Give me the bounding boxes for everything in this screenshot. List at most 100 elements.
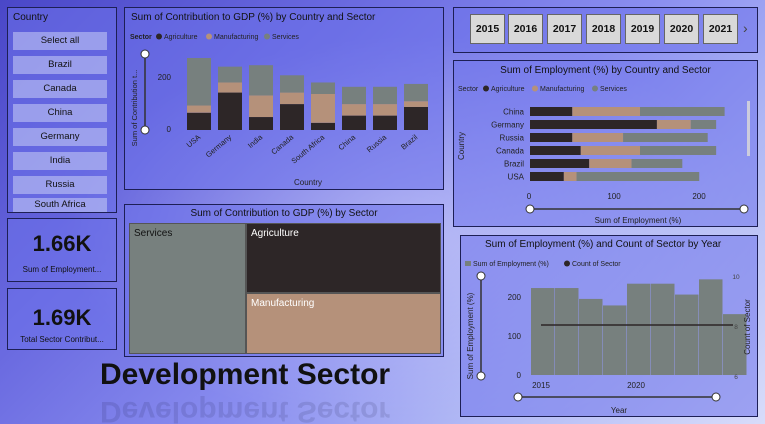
slicer-item-china[interactable]: China xyxy=(13,104,107,122)
emp-scrollbar[interactable] xyxy=(747,101,750,156)
treemap-label-services: Services xyxy=(134,228,173,239)
gdp-bar-india-manufacturing[interactable] xyxy=(249,95,273,118)
year-bar-2021[interactable] xyxy=(675,294,699,375)
gdp-y-slider-top-handle[interactable] xyxy=(140,49,150,59)
year-button-2019[interactable]: 2019 xyxy=(625,14,660,44)
country-slicer: Country Select all Brazil Canada China G… xyxy=(7,7,117,213)
year-x-slider-right-handle[interactable] xyxy=(711,392,721,402)
emp-bar-brazil-manufacturing[interactable] xyxy=(589,159,632,168)
year-y-slider-top-handle[interactable] xyxy=(476,271,486,281)
emp-bar-germany-agriculture[interactable] xyxy=(530,120,657,129)
year-bar-2018[interactable] xyxy=(603,305,627,375)
employment-by-year-title: Sum of Employment (%) and Count of Secto… xyxy=(485,239,722,250)
emp-bar-canada-manufacturing[interactable] xyxy=(580,146,640,155)
year-bar-2015[interactable] xyxy=(531,288,555,375)
kpi-sector-contribution-value: 1.69K xyxy=(32,305,92,330)
gdp-bar-south-africa-manufacturing[interactable] xyxy=(311,94,335,123)
year-button-2015[interactable]: 2015 xyxy=(470,14,505,44)
gdp-bar-russia-agriculture[interactable] xyxy=(373,115,397,130)
slicer-item-south-africa[interactable]: South Africa xyxy=(13,198,107,212)
year-button-2021[interactable]: 2021 xyxy=(703,14,738,44)
gdp-bar-brazil-services[interactable] xyxy=(404,83,428,102)
gdp-bar-germany-services[interactable] xyxy=(218,66,242,83)
gdp-bar-germany-manufacturing[interactable] xyxy=(218,82,242,93)
emp-bar-canada-agriculture[interactable] xyxy=(530,146,581,155)
emp-bar-russia-services[interactable] xyxy=(623,133,708,142)
year-xlabel: Year xyxy=(611,406,628,415)
gdp-bar-brazil-manufacturing[interactable] xyxy=(404,101,428,107)
gdp-bar-india-agriculture[interactable] xyxy=(249,117,273,130)
emp-bar-brazil-services[interactable] xyxy=(631,159,683,168)
gdp-bar-south-africa-services[interactable] xyxy=(311,82,335,94)
gdp-bar-canada-manufacturing[interactable] xyxy=(280,92,304,105)
treemap-tile-agriculture[interactable]: Agriculture xyxy=(246,223,441,293)
gdp-bar-usa-agriculture[interactable] xyxy=(187,112,211,130)
emp-bar-germany-manufacturing[interactable] xyxy=(656,120,691,129)
slicer-item-select-all[interactable]: Select all xyxy=(13,32,107,50)
year-bar-2017[interactable] xyxy=(579,298,603,375)
gdp-xtick-china: China xyxy=(336,132,357,152)
year-ylabel: Sum of Employment (%) xyxy=(466,292,475,379)
gdp-legend-manufacturing-swatch xyxy=(206,33,212,40)
year-button-2016[interactable]: 2016 xyxy=(508,14,543,44)
emp-bar-russia-agriculture[interactable] xyxy=(530,133,573,142)
gdp-xtick-germany: Germany xyxy=(204,132,234,159)
year-y-slider-bottom-handle[interactable] xyxy=(476,371,486,381)
gdp-bar-canada-services[interactable] xyxy=(280,75,304,93)
kpi-employment-label: Sum of Employment... xyxy=(22,265,102,274)
year-button-2020[interactable]: 2020 xyxy=(664,14,699,44)
slicer-item-canada[interactable]: Canada xyxy=(13,80,107,98)
emp-bar-russia-manufacturing[interactable] xyxy=(572,133,624,142)
emp-x-slider-left-handle[interactable] xyxy=(525,204,535,214)
year-button-2017[interactable]: 2017 xyxy=(547,14,582,44)
treemap-label-agriculture: Agriculture xyxy=(251,228,299,239)
year-ytick-0: 0 xyxy=(517,371,522,380)
emp-bar-usa-agriculture[interactable] xyxy=(530,172,564,181)
treemap-tile-manufacturing[interactable]: Manufacturing xyxy=(246,293,441,354)
year-bar-2020[interactable] xyxy=(651,283,675,375)
emp-x-slider-right-handle[interactable] xyxy=(739,204,749,214)
year-bar-2016[interactable] xyxy=(555,288,579,375)
slicer-item-germany[interactable]: Germany xyxy=(13,128,107,146)
gdp-xtick-brazil: Brazil xyxy=(399,132,419,151)
year-bar-2023[interactable] xyxy=(723,314,747,375)
gdp-xtick-russia: Russia xyxy=(365,132,389,154)
emp-ytick-brazil: Brazil xyxy=(504,160,524,169)
gdp-ytick-200: 200 xyxy=(158,73,172,82)
chevron-right-icon[interactable]: › xyxy=(743,20,748,36)
emp-bar-china-agriculture[interactable] xyxy=(530,107,573,116)
year-x-slider-left-handle[interactable] xyxy=(513,392,523,402)
gdp-bar-china-manufacturing[interactable] xyxy=(342,104,366,116)
emp-bar-usa-manufacturing[interactable] xyxy=(563,172,577,181)
gdp-bar-russia-manufacturing[interactable] xyxy=(373,104,397,116)
gdp-bar-china-services[interactable] xyxy=(342,86,366,105)
gdp-bar-germany-agriculture[interactable] xyxy=(218,92,242,130)
treemap-tile-services[interactable]: Services xyxy=(129,223,246,354)
slicer-item-brazil[interactable]: Brazil xyxy=(13,56,107,74)
emp-bar-china-manufacturing[interactable] xyxy=(572,107,640,116)
gdp-bar-south-africa-agriculture[interactable] xyxy=(311,122,335,130)
emp-bar-canada-services[interactable] xyxy=(640,146,717,155)
emp-bar-brazil-agriculture[interactable] xyxy=(530,159,590,168)
gdp-bar-canada-agriculture[interactable] xyxy=(280,104,304,130)
gdp-y-slider-bottom-handle[interactable] xyxy=(140,125,150,135)
gdp-legend-manufacturing: Manufacturing xyxy=(214,34,258,41)
year-bar-2022[interactable] xyxy=(699,279,723,375)
slicer-item-russia[interactable]: Russia xyxy=(13,176,107,194)
emp-bar-china-services[interactable] xyxy=(640,107,725,116)
year-button-2018[interactable]: 2018 xyxy=(586,14,621,44)
gdp-bar-india-services[interactable] xyxy=(249,65,273,96)
slicer-item-india[interactable]: India xyxy=(13,152,107,170)
gdp-bar-usa-manufacturing[interactable] xyxy=(187,105,211,113)
employment-by-country-panel: Sum of Employment (%) by Country and Sec… xyxy=(453,60,758,227)
gdp-bar-brazil-agriculture[interactable] xyxy=(404,106,428,130)
gdp-bar-china-agriculture[interactable] xyxy=(342,115,366,130)
emp-bar-germany-services[interactable] xyxy=(690,120,717,129)
gdp-bar-russia-services[interactable] xyxy=(373,86,397,105)
emp-bar-usa-services[interactable] xyxy=(576,172,700,181)
year-xtick-2020: 2020 xyxy=(627,381,645,390)
emp-legend-agriculture: Agriculture xyxy=(491,86,525,93)
gdp-bar-usa-services[interactable] xyxy=(187,58,211,106)
gdp-xtick-canada: Canada xyxy=(269,132,296,156)
year-bar-2019[interactable] xyxy=(627,283,651,375)
